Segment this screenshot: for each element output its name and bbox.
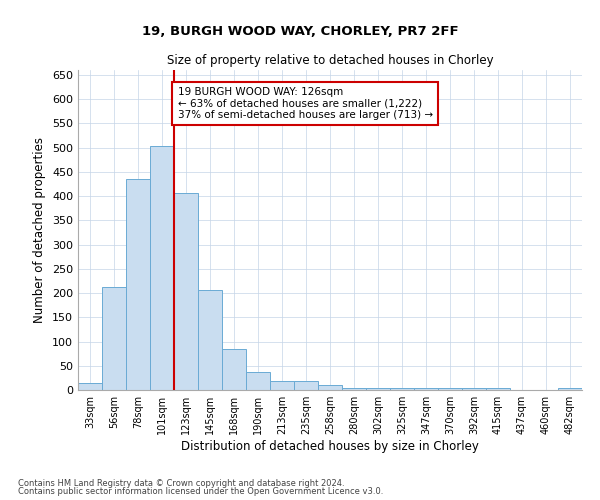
Bar [390, 388, 414, 390]
Bar [270, 382, 294, 390]
Text: 19 BURGH WOOD WAY: 126sqm
← 63% of detached houses are smaller (1,222)
37% of se: 19 BURGH WOOD WAY: 126sqm ← 63% of detac… [178, 87, 433, 120]
Bar [126, 179, 150, 390]
Text: Contains public sector information licensed under the Open Government Licence v3: Contains public sector information licen… [18, 487, 383, 496]
Bar [198, 290, 222, 390]
Bar [150, 146, 174, 390]
Bar [462, 388, 486, 390]
Bar [318, 385, 342, 390]
Bar [558, 388, 582, 390]
Bar [102, 287, 126, 390]
Bar [294, 382, 318, 390]
Y-axis label: Number of detached properties: Number of detached properties [34, 137, 46, 323]
Bar [174, 192, 198, 390]
Bar [486, 388, 510, 390]
X-axis label: Distribution of detached houses by size in Chorley: Distribution of detached houses by size … [181, 440, 479, 453]
Text: Contains HM Land Registry data © Crown copyright and database right 2024.: Contains HM Land Registry data © Crown c… [18, 478, 344, 488]
Bar [438, 388, 462, 390]
Bar [342, 388, 366, 390]
Bar [414, 388, 438, 390]
Text: 19, BURGH WOOD WAY, CHORLEY, PR7 2FF: 19, BURGH WOOD WAY, CHORLEY, PR7 2FF [142, 25, 458, 38]
Bar [366, 388, 390, 390]
Bar [222, 350, 246, 390]
Bar [78, 382, 102, 390]
Title: Size of property relative to detached houses in Chorley: Size of property relative to detached ho… [167, 54, 493, 68]
Bar [246, 372, 270, 390]
